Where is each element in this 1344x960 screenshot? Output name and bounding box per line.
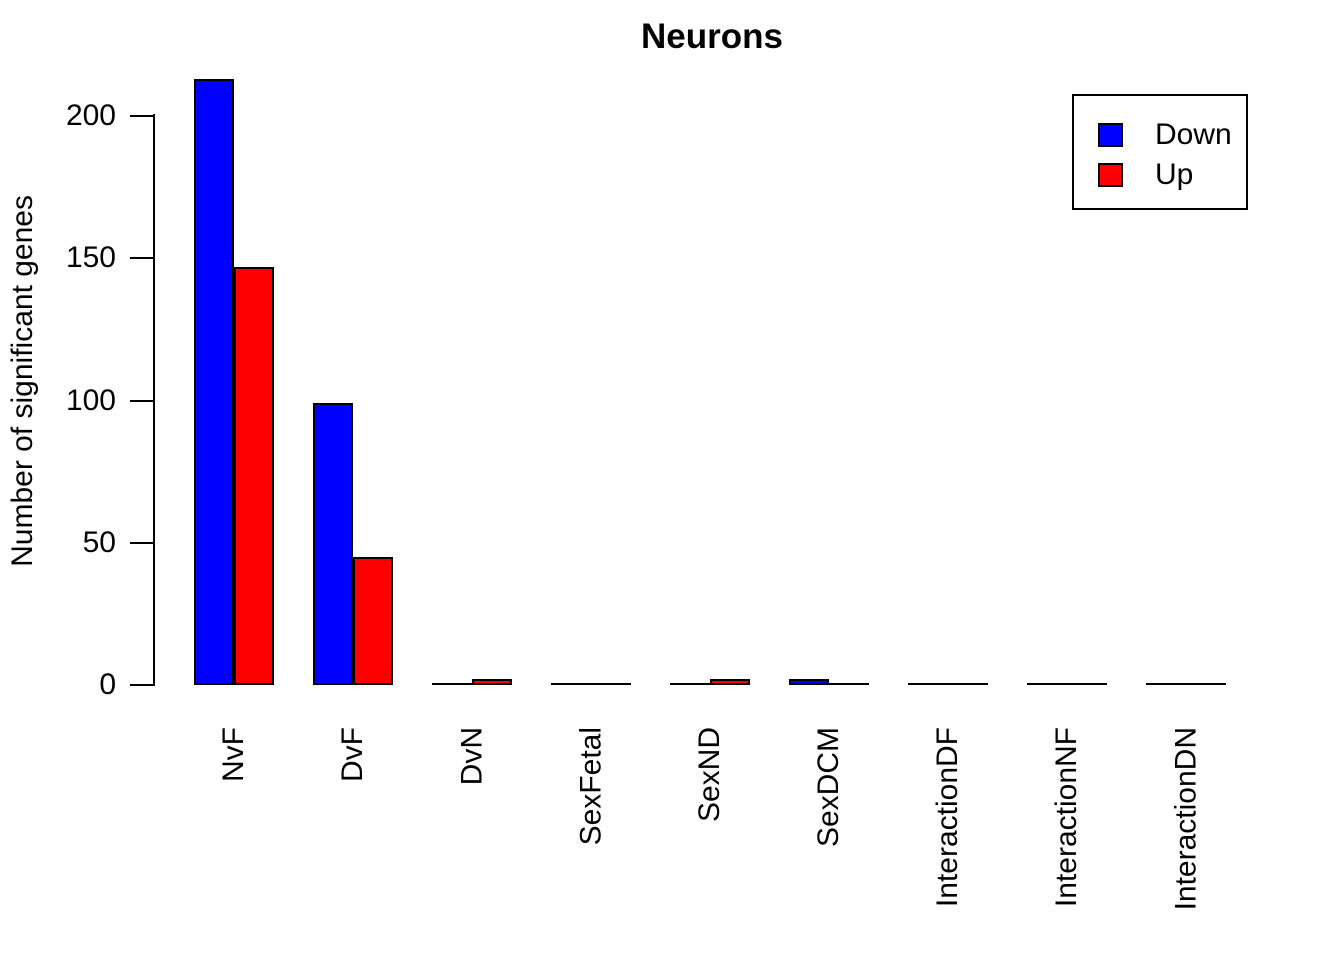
bar-down-DvF — [313, 403, 353, 685]
legend-label-up: Up — [1155, 158, 1194, 191]
x-label-text-SexFetal: SexFetal — [574, 727, 607, 846]
bar-down-InteractionDF — [908, 683, 948, 685]
x-label-text-SexND: SexND — [693, 727, 726, 823]
y-tick-label-100: 100 — [65, 384, 116, 417]
bar-down-SexFetal — [551, 683, 591, 685]
y-axis-line — [153, 114, 155, 686]
legend-swatch-up-icon — [1098, 163, 1123, 187]
x-label-text-DvN: DvN — [455, 727, 488, 786]
bar-up-NvF — [234, 267, 274, 685]
legend-swatch-down-icon — [1098, 123, 1123, 147]
chart-title: Neurons — [641, 17, 783, 56]
y-tick-label-150: 150 — [65, 241, 116, 274]
x-label-text-InteractionDF: InteractionDF — [931, 727, 964, 908]
bar-up-InteractionDF — [948, 683, 988, 685]
bar-down-NvF — [194, 79, 234, 685]
bar-down-InteractionNF — [1027, 683, 1067, 685]
bar-up-SexND — [710, 679, 750, 685]
y-tick-200 — [130, 115, 154, 117]
y-tick-100 — [130, 400, 154, 402]
x-label-text-DvF: DvF — [336, 727, 369, 782]
bar-up-DvF — [353, 557, 393, 685]
bar-up-InteractionNF — [1067, 683, 1107, 685]
y-tick-0 — [130, 684, 154, 686]
x-label-text-SexDCM: SexDCM — [812, 727, 845, 848]
legend-label-down: Down — [1155, 118, 1232, 151]
bar-up-SexDCM — [829, 683, 869, 685]
bar-up-InteractionDN — [1186, 683, 1226, 685]
bar-down-SexDCM — [789, 679, 829, 685]
legend: Down Up — [1072, 94, 1248, 210]
legend-item-down: Down — [1074, 115, 1246, 155]
bar-down-SexND — [670, 683, 710, 685]
x-label-text-InteractionNF: InteractionNF — [1050, 727, 1083, 908]
bar-up-SexFetal — [591, 683, 631, 685]
y-tick-150 — [130, 257, 154, 259]
bar-down-InteractionDN — [1146, 683, 1186, 685]
legend-item-up: Up — [1074, 155, 1246, 195]
x-label-text-NvF: NvF — [217, 727, 250, 782]
y-tick-label-200: 200 — [65, 99, 116, 132]
x-label-text-InteractionDN: InteractionDN — [1169, 727, 1202, 911]
bar-up-DvN — [472, 679, 512, 685]
y-tick-label-0: 0 — [99, 668, 116, 701]
bar-down-DvN — [432, 683, 472, 685]
y-tick-50 — [130, 542, 154, 544]
y-tick-label-50: 50 — [82, 526, 116, 559]
